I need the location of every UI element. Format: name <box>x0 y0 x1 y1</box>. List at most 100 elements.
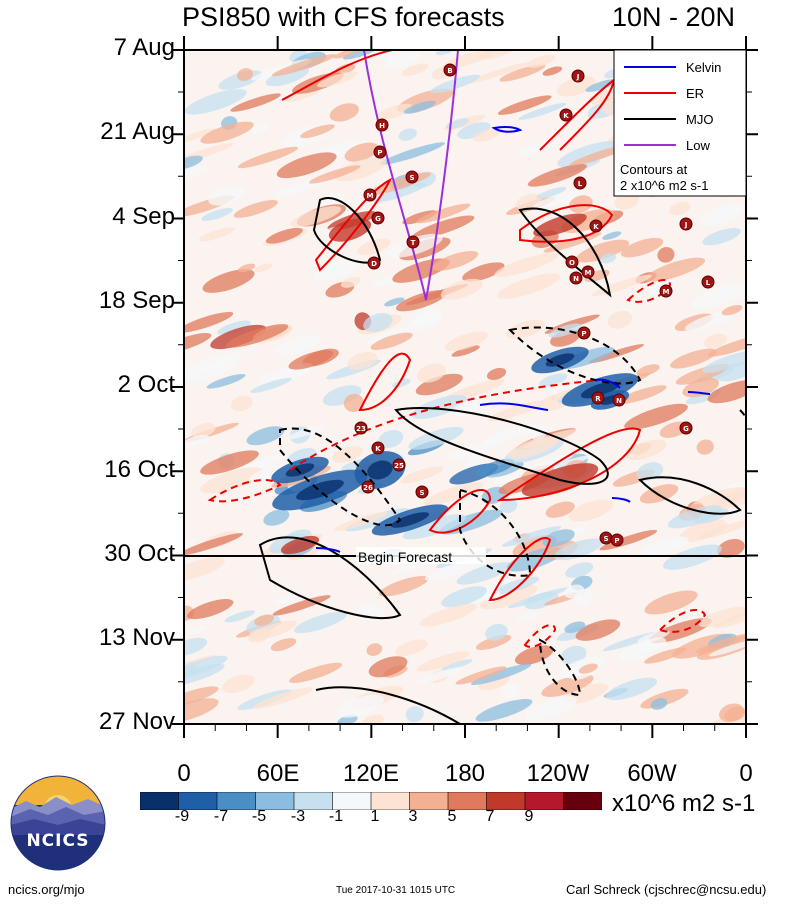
storm-label: P <box>581 330 586 338</box>
storm-marker: K <box>371 441 385 455</box>
storm-label: D <box>371 260 377 268</box>
storm-marker: S <box>405 170 419 184</box>
y-tick-label: 18 Sep <box>98 287 175 314</box>
x-tick-label: 0 <box>177 760 191 787</box>
latitude-band: 10N - 20N <box>612 2 736 32</box>
storm-marker: P <box>610 533 624 547</box>
storm-label: S <box>419 489 424 497</box>
ncics-logo: NCICS <box>10 775 106 871</box>
colorbar-swatch <box>563 792 602 810</box>
x-tick-label: 60E <box>256 760 300 787</box>
storm-label: H <box>379 122 385 130</box>
y-tick-label: 16 Oct <box>104 456 175 483</box>
storm-marker: S <box>599 531 613 545</box>
colorbar-label: 7 <box>485 808 495 825</box>
storm-label: G <box>375 215 381 223</box>
storm-label: J <box>684 221 688 229</box>
storm-label: B <box>447 67 452 75</box>
legend-mjo: MJO <box>686 112 713 127</box>
colorbar-label: 9 <box>524 808 534 825</box>
y-tick-label: 21 Aug <box>100 118 175 145</box>
storm-marker: 23 <box>354 421 368 435</box>
anomaly-shading <box>184 50 746 724</box>
storm-label: L <box>706 279 711 287</box>
colorbar-label: 5 <box>447 808 457 825</box>
storm-marker: P <box>577 326 591 340</box>
legend-kelvin: Kelvin <box>686 60 721 75</box>
storm-label: M <box>663 288 670 296</box>
storm-label: 23 <box>356 425 366 433</box>
chart-title: PSI850 with CFS forecasts <box>182 2 505 32</box>
storm-label: S <box>409 174 414 182</box>
colorbar-label: -1 <box>328 808 344 825</box>
axis-ticks <box>172 36 758 738</box>
x-tick-label: 180 <box>444 760 486 787</box>
storm-marker: O <box>565 255 579 269</box>
storm-label: L <box>578 180 583 188</box>
colorbar-label: -3 <box>290 808 306 825</box>
storm-marker: R <box>591 391 605 405</box>
storm-marker: S <box>415 485 429 499</box>
colorbar-label: 1 <box>370 808 380 825</box>
legend-low: Low <box>686 138 710 153</box>
storm-marker: D <box>367 256 381 270</box>
storm-marker: N <box>612 393 626 407</box>
storm-label: M <box>585 269 592 277</box>
legend-note-2: 2 x10^6 m2 s-1 <box>620 178 708 193</box>
wave-contours <box>207 50 746 724</box>
storm-label: J <box>576 73 580 81</box>
storm-marker: J <box>679 217 693 231</box>
y-tick-label: 7 Aug <box>113 34 175 61</box>
x-tick-label: 0 <box>739 760 753 787</box>
storm-marker: M <box>363 188 377 202</box>
storm-label: P <box>614 537 619 545</box>
logo-text: NCICS <box>26 831 90 851</box>
legend-note-1: Contours at <box>620 162 688 177</box>
storm-marker: J <box>571 69 585 83</box>
begin-forecast-label: Begin Forecast <box>358 549 452 565</box>
y-tick-label: 30 Oct <box>104 540 175 567</box>
storm-label: N <box>573 275 579 283</box>
storm-label: M <box>367 192 374 200</box>
storm-label: T <box>411 239 416 247</box>
colorbar-units: x10^6 m2 s-1 <box>612 790 756 817</box>
colorbar <box>140 792 602 810</box>
colorbar-label: -7 <box>213 808 229 825</box>
colorbar-label: -9 <box>174 808 190 825</box>
colorbar-label: 3 <box>408 808 418 825</box>
storm-label: K <box>593 223 599 231</box>
storm-marker: T <box>406 235 420 249</box>
x-tick-label: 60W <box>627 760 677 787</box>
colorbar-label: -5 <box>251 808 267 825</box>
storm-label: 26 <box>363 484 373 492</box>
storm-marker: H <box>375 118 389 132</box>
storm-label: 25 <box>394 462 404 470</box>
storm-label: S <box>603 535 608 543</box>
storm-marker: B <box>443 63 457 77</box>
storm-label: R <box>595 395 601 403</box>
storm-marker: K <box>589 219 603 233</box>
storm-marker: 25 <box>392 458 406 472</box>
y-tick-label: 4 Sep <box>112 203 175 230</box>
storm-label: K <box>375 445 381 453</box>
storm-marker: G <box>371 211 385 225</box>
footer-timestamp: Tue 2017-10-31 1015 UTC <box>336 885 456 896</box>
storm-marker: N <box>569 271 583 285</box>
storm-marker: G <box>679 421 693 435</box>
storm-label: O <box>569 259 575 267</box>
storm-label: P <box>377 149 382 157</box>
footer-author: Carl Schreck (cjschrec@ncsu.edu) <box>566 882 767 897</box>
storm-label: G <box>683 425 689 433</box>
legend: Kelvin ER MJO Low Contours at 2 x10^6 m2… <box>613 49 747 197</box>
footer-url[interactable]: ncics.org/mjo <box>8 882 85 897</box>
storm-label: K <box>563 112 569 120</box>
y-tick-label: 2 Oct <box>117 371 175 398</box>
storm-marker: L <box>701 275 715 289</box>
y-tick-label: 13 Nov <box>98 624 175 651</box>
storm-marker: M <box>659 284 673 298</box>
x-tick-label: 120E <box>342 760 400 787</box>
storm-marker: M <box>581 265 595 279</box>
legend-er: ER <box>686 86 704 101</box>
